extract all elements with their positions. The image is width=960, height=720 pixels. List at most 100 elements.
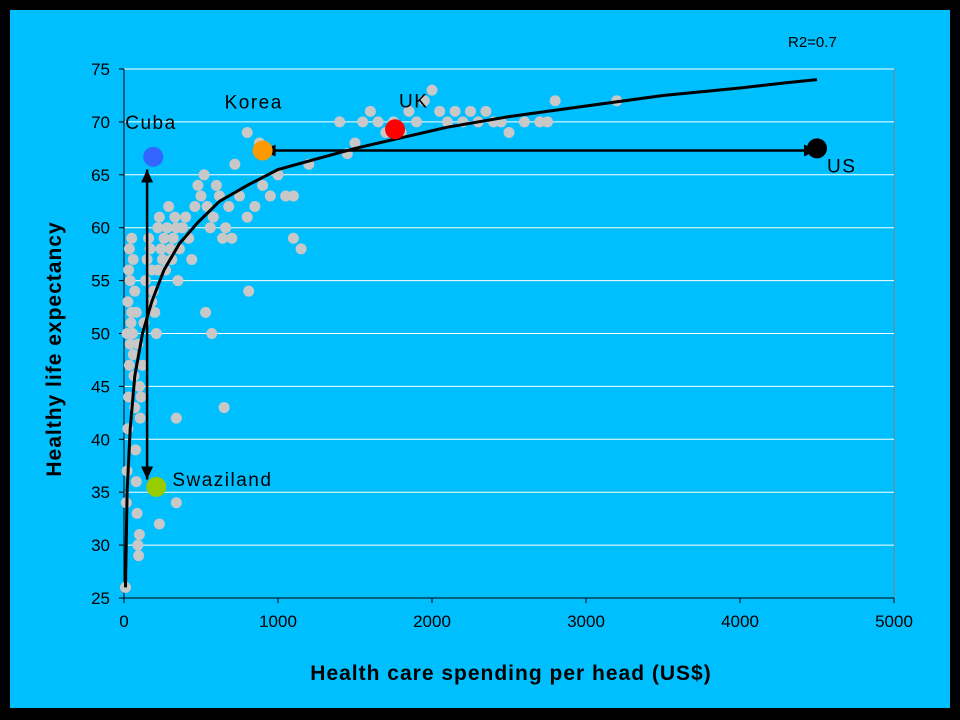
data-point: [204, 222, 216, 234]
data-point: [170, 497, 182, 509]
data-point: [372, 116, 384, 128]
data-point: [426, 84, 438, 96]
highlight-point-cuba: [143, 146, 164, 167]
data-point: [226, 232, 238, 244]
data-point: [133, 529, 145, 541]
x-axis-title: Health care spending per head (US$): [310, 662, 711, 685]
point-label-us: US: [827, 156, 856, 177]
y-tick-label: 40: [91, 430, 110, 449]
data-point: [123, 243, 135, 255]
data-point: [189, 201, 201, 213]
point-label-cuba: Cuba: [125, 113, 176, 134]
data-point: [161, 222, 173, 234]
data-point: [163, 201, 175, 213]
data-point: [441, 116, 453, 128]
data-point: [206, 328, 218, 339]
data-point: [140, 275, 152, 287]
y-tick-label: 65: [91, 166, 110, 185]
data-point: [195, 190, 207, 202]
y-tick-label: 75: [91, 60, 110, 79]
data-point: [150, 328, 162, 339]
data-point: [234, 190, 245, 202]
arrow-head: [141, 169, 154, 183]
highlight-point-swaziland: [146, 476, 167, 497]
data-point: [167, 232, 179, 244]
data-point: [257, 179, 269, 191]
data-point: [157, 253, 168, 265]
y-tick-label: 45: [91, 377, 110, 396]
data-point: [153, 518, 165, 530]
data-point: [534, 116, 546, 128]
data-point: [153, 211, 165, 223]
data-point: [480, 105, 492, 117]
x-tick-label: 1000: [259, 612, 297, 631]
data-point: [241, 211, 253, 223]
data-point: [218, 402, 230, 414]
fit-curve: [124, 78, 818, 588]
point-label-swaziland: Swaziland: [172, 470, 272, 491]
x-tick-label: 4000: [721, 612, 759, 631]
y-tick-label: 70: [91, 113, 110, 132]
data-point: [177, 222, 189, 234]
arrows: [141, 144, 817, 480]
y-tick-label: 30: [91, 536, 110, 555]
grid-lines: [124, 68, 894, 546]
data-point: [149, 306, 161, 318]
highlighted-points: Cuba Korea UK US Swaziland: [125, 91, 856, 497]
data-point: [164, 243, 176, 255]
data-point: [129, 285, 141, 297]
data-point: [198, 169, 210, 181]
data-point: [120, 581, 132, 593]
data-point: [143, 232, 155, 244]
data-point: [503, 126, 515, 138]
data-point: [411, 116, 423, 128]
trend-line: [124, 78, 818, 588]
data-point: [125, 317, 137, 329]
data-point: [152, 222, 164, 234]
data-point: [170, 412, 182, 424]
r2-label: R2=0.7: [788, 34, 837, 51]
x-tick-label: 3000: [567, 612, 605, 631]
data-point: [264, 190, 276, 202]
data-point: [280, 190, 292, 202]
scatter-chart: Cuba Korea UK US Swaziland 25 30 35 40 45 50 55 60 6…: [43, 34, 913, 685]
y-tick-label: 25: [91, 589, 110, 608]
data-point: [130, 444, 142, 456]
data-point: [518, 116, 530, 128]
data-point: [465, 105, 476, 117]
data-point: [210, 179, 222, 191]
data-point: [287, 190, 299, 202]
data-point: [357, 116, 369, 128]
x-tick-label: 2000: [413, 612, 451, 631]
slide-background: Cuba Korea UK US Swaziland 25 30 35 40 45 50 55 60 6…: [10, 10, 950, 708]
data-point: [207, 211, 219, 223]
data-point: [364, 105, 376, 117]
data-point: [155, 243, 167, 255]
data-point: [130, 476, 142, 488]
data-point: [295, 243, 307, 255]
y-axis-title: Healthy life expectancy: [43, 221, 66, 476]
data-point: [549, 95, 561, 107]
data-point: [126, 232, 138, 244]
data-point: [403, 105, 415, 117]
data-point: [158, 232, 170, 244]
data-point: [152, 264, 164, 276]
highlight-point-us: [807, 138, 827, 159]
data-point: [122, 296, 134, 308]
highlight-point-korea: [252, 140, 273, 161]
data-point: [217, 232, 229, 244]
y-tick-label: 60: [91, 219, 110, 238]
data-point: [192, 179, 204, 191]
data-point: [243, 285, 255, 297]
highlight-point-uk: [385, 119, 406, 140]
data-point: [172, 275, 184, 287]
arrow-head: [141, 466, 154, 480]
data-point: [334, 116, 346, 128]
data-point: [123, 264, 135, 276]
data-point: [132, 539, 144, 551]
data-point: [449, 105, 461, 117]
data-point: [136, 359, 148, 371]
data-point: [249, 201, 261, 213]
data-point: [123, 359, 135, 371]
x-tick-label: 0: [119, 612, 128, 631]
